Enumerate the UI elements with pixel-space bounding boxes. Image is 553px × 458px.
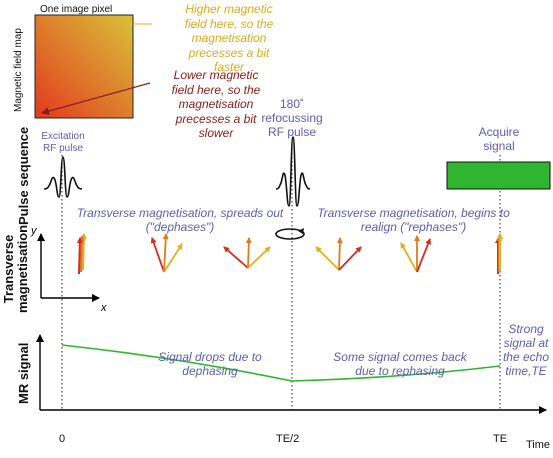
vectors-dephasing-1: [150, 233, 183, 273]
lower-field-pointer: [41, 82, 151, 115]
vector-orange: [245, 237, 252, 269]
refocus-rotation-ellipse: [275, 228, 305, 240]
echo-line-4: time,TE: [505, 364, 547, 378]
refocus-line-2: refocussing: [261, 111, 323, 125]
time-axis-label: Time: [526, 439, 551, 451]
vector-yellow: [247, 246, 271, 269]
acquire-line-1: Acquire: [478, 125, 520, 139]
higher-line-4: precesses a bit: [188, 45, 270, 60]
echo-line-1: Strong: [508, 322, 544, 336]
refocus-label: 180˚ refocussing RF pulse: [252, 97, 332, 139]
signal-curve: [61, 344, 501, 382]
refocus-rotation-arrowhead: [298, 228, 304, 234]
vectors-rephasing-1: [315, 237, 362, 271]
vector-orange: [162, 233, 169, 273]
echo-text: Strong signal at the echo time,TE: [499, 322, 553, 378]
dephase-text: Transverse magnetisation, spreads out ("…: [60, 206, 300, 234]
tick-label-te: TE: [493, 433, 508, 445]
rephase-text: Transverse magnetisation, begins to real…: [306, 206, 521, 234]
lower-line-1: Lower magnetic: [173, 68, 259, 82]
lower-line-2: field here, so the: [171, 82, 261, 97]
higher-line-1: Higher magnetic: [185, 2, 273, 16]
mag-axis-y-label: y: [31, 225, 37, 237]
refocusing-rf-pulse: [275, 136, 311, 207]
acquire-window: [446, 161, 551, 190]
vectors-aligned: [76, 233, 87, 275]
refocus-line-1: 180˚: [279, 97, 305, 111]
field-map-axis-label: Magnetic field map: [13, 28, 24, 112]
lower-line-5: slower: [198, 126, 234, 140]
vectors-rephasing-2: [400, 235, 431, 273]
vector-orange: [78, 235, 85, 273]
signal-back-text: Some signal comes back due to rephasing: [325, 350, 475, 378]
vector-yellow: [80, 233, 87, 271]
lower-field-note: Lower magnetic field here, so the magnet…: [141, 68, 291, 141]
drop-line-1: Signal drops due to: [158, 350, 262, 364]
acquire-line-2: signal: [483, 139, 515, 153]
signal-row-label: MR signal: [16, 342, 31, 404]
field-map-pixel: [34, 14, 134, 119]
excitation-label: Excitation RF pulse: [33, 131, 93, 155]
excitation-line-2: RF pulse: [42, 143, 83, 154]
magnetisation-row-label: Transverse magnetisation: [1, 224, 30, 313]
magnetisation-label-line-1: Transverse: [1, 234, 16, 304]
dephase-line-2: ("dephases"): [145, 220, 215, 234]
lower-line-4: precesses a bit: [175, 111, 257, 126]
tick-label-te2: TE/2: [276, 433, 300, 445]
higher-line-3: magnetisation: [191, 31, 267, 45]
vector-orange: [336, 237, 343, 271]
vectors-realigned: [495, 233, 503, 274]
higher-field-note: Higher magnetic field here, so the magne…: [153, 2, 305, 75]
vectors-dephasing-2: [223, 237, 271, 269]
rephase-line-2: realign ("rephases"): [360, 220, 467, 234]
pulse-sequence-row-label: Pulse sequence: [16, 126, 31, 225]
mag-axis-x-label: x: [101, 302, 107, 314]
magnetisation-label-line-2: magnetisation: [15, 224, 30, 313]
vector-red: [150, 237, 165, 273]
higher-line-5: faster: [213, 60, 244, 74]
excitation-line-1: Excitation: [41, 131, 85, 142]
lower-line-3: magnetisation: [178, 97, 254, 111]
rephase-line-1: Transverse magnetisation, begins to: [317, 206, 510, 220]
dephase-line-1: Transverse magnetisation, spreads out: [76, 206, 284, 220]
vector-red: [76, 237, 83, 275]
excitation-rf-pulse: [43, 156, 83, 198]
pixel-label: One image pixel: [40, 4, 113, 15]
back-line-2: due to rephasing: [355, 364, 445, 378]
drop-line-2: dephasing: [182, 364, 238, 378]
vector-yellow: [315, 246, 340, 271]
acquire-label: Acquire signal: [464, 125, 534, 153]
signal-drop-text: Signal drops due to dephasing: [140, 350, 280, 378]
echo-line-3: the echo: [502, 350, 550, 364]
refocus-line-3: RF pulse: [267, 125, 317, 139]
vector-yellow: [163, 243, 183, 273]
higher-line-2: field here, so the: [184, 16, 274, 31]
tick-label-0: 0: [59, 433, 66, 445]
back-line-1: Some signal comes back: [333, 350, 467, 364]
vector-red: [416, 238, 431, 273]
echo-line-2: signal at: [503, 336, 549, 350]
vector-yellow: [400, 242, 418, 273]
vector-red: [338, 246, 362, 271]
vector-red: [223, 246, 249, 269]
